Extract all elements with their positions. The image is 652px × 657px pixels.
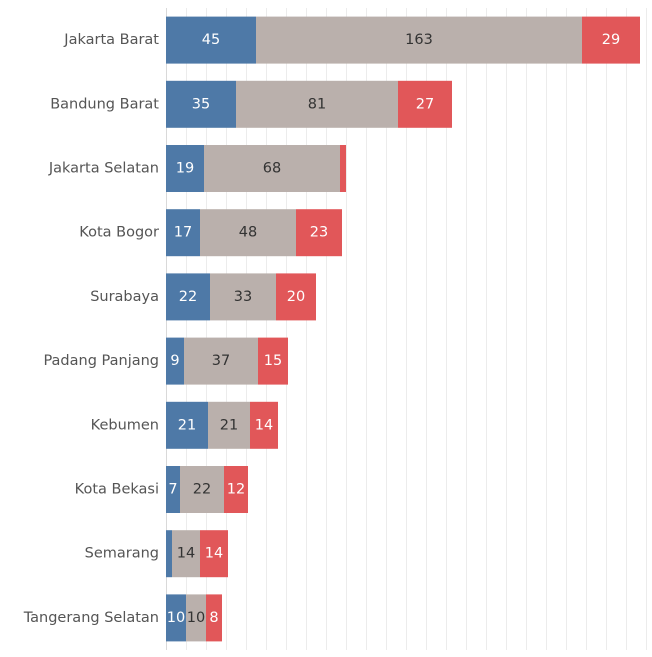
bar-segment[interactable]: [166, 337, 184, 385]
bar-segment[interactable]: [186, 594, 206, 642]
bar-segment[interactable]: [172, 530, 200, 578]
bar-segment[interactable]: [250, 401, 278, 449]
bar-segment[interactable]: [224, 466, 248, 513]
data-label: 14: [177, 546, 195, 562]
category-labels: Jakarta Barat Bandung Barat Jakarta Selata…: [23, 32, 160, 626]
category-label: Kota Bekasi: [75, 482, 159, 498]
bar-segment[interactable]: [208, 401, 250, 449]
data-label: 48: [239, 225, 257, 241]
bar-segment[interactable]: [184, 337, 258, 385]
category-label: Tangerang Selatan: [23, 610, 159, 626]
data-label: 21: [220, 417, 238, 433]
data-label: 7: [168, 482, 177, 498]
data-label: 22: [193, 482, 211, 498]
category-label: Jakarta Selatan: [48, 161, 159, 177]
bar-segment[interactable]: [398, 80, 452, 128]
bar-segment[interactable]: [256, 16, 582, 64]
bar-segment[interactable]: [236, 80, 398, 128]
bar-segment[interactable]: [166, 594, 186, 642]
data-label: 45: [202, 32, 220, 48]
bar-segment[interactable]: [166, 466, 180, 513]
data-label: 10: [167, 610, 185, 626]
bar-segment[interactable]: [200, 209, 296, 257]
data-label: 8: [209, 610, 218, 626]
data-label: 27: [416, 96, 434, 112]
data-label: 15: [264, 353, 282, 369]
data-label: 9: [170, 353, 179, 369]
data-label: 19: [176, 161, 194, 177]
data-label: 21: [178, 417, 196, 433]
data-label: 35: [192, 96, 210, 112]
data-label: 81: [308, 96, 326, 112]
data-label: 29: [602, 32, 620, 48]
data-label: 12: [227, 482, 245, 498]
bar-segment[interactable]: [180, 466, 224, 513]
bar-segment[interactable]: [166, 16, 256, 64]
data-label: 33: [234, 289, 252, 305]
bar-segment[interactable]: [166, 209, 200, 257]
data-label: 14: [255, 417, 273, 433]
data-label: 23: [310, 225, 328, 241]
bar-segment[interactable]: [166, 80, 236, 128]
bar-segment[interactable]: [210, 273, 276, 321]
bar-segment[interactable]: [166, 145, 204, 192]
data-label: 20: [287, 289, 305, 305]
category-label: Surabaya: [90, 289, 159, 305]
data-label: 68: [263, 161, 281, 177]
category-label: Semarang: [85, 546, 159, 562]
bar-segment[interactable]: [166, 401, 208, 449]
bar-segment[interactable]: [206, 594, 222, 642]
bar-segment[interactable]: [200, 530, 228, 578]
data-label: 10: [187, 610, 205, 626]
data-label: 17: [174, 225, 192, 241]
data-label: 163: [405, 32, 433, 48]
bar-segment[interactable]: [166, 530, 172, 578]
bar-segment[interactable]: [204, 145, 340, 192]
bar-segment[interactable]: [276, 273, 316, 321]
category-label: Kebumen: [91, 417, 159, 433]
data-label: 14: [205, 546, 223, 562]
bar-segment[interactable]: [166, 273, 210, 321]
category-label: Bandung Barat: [50, 96, 159, 112]
bar-segment[interactable]: [258, 337, 288, 385]
data-label: 22: [179, 289, 197, 305]
category-label: Kota Bogor: [79, 225, 159, 241]
data-label: 37: [212, 353, 230, 369]
category-label: Jakarta Barat: [63, 32, 159, 48]
bar-segment[interactable]: [582, 16, 640, 64]
bar-segment[interactable]: [296, 209, 342, 257]
bar-segment[interactable]: [340, 145, 346, 192]
category-label: Padang Panjang: [43, 353, 159, 369]
